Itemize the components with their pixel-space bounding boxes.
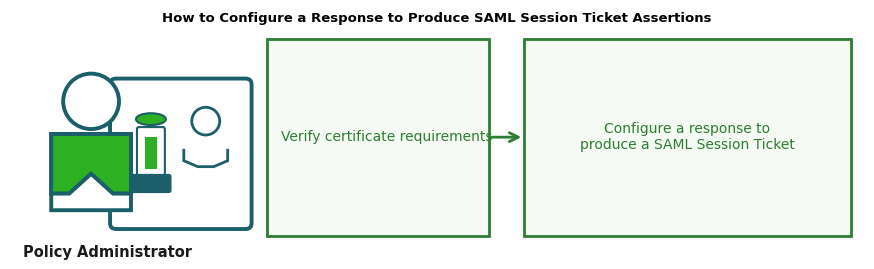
Polygon shape (52, 134, 131, 193)
FancyBboxPatch shape (137, 127, 165, 176)
Polygon shape (52, 134, 131, 193)
Polygon shape (52, 174, 131, 210)
Circle shape (191, 107, 219, 135)
Text: Verify certificate requirements: Verify certificate requirements (281, 130, 493, 144)
Polygon shape (80, 121, 103, 129)
Text: Policy Administrator: Policy Administrator (24, 246, 192, 260)
FancyBboxPatch shape (524, 39, 850, 236)
FancyBboxPatch shape (145, 137, 157, 169)
FancyBboxPatch shape (110, 79, 252, 229)
FancyBboxPatch shape (267, 39, 489, 236)
Circle shape (63, 74, 119, 129)
Text: How to Configure a Response to Produce SAML Session Ticket Assertions: How to Configure a Response to Produce S… (163, 12, 711, 25)
Text: Configure a response to
produce a SAML Session Ticket: Configure a response to produce a SAML S… (580, 122, 795, 152)
Ellipse shape (136, 113, 166, 125)
FancyBboxPatch shape (131, 175, 170, 192)
